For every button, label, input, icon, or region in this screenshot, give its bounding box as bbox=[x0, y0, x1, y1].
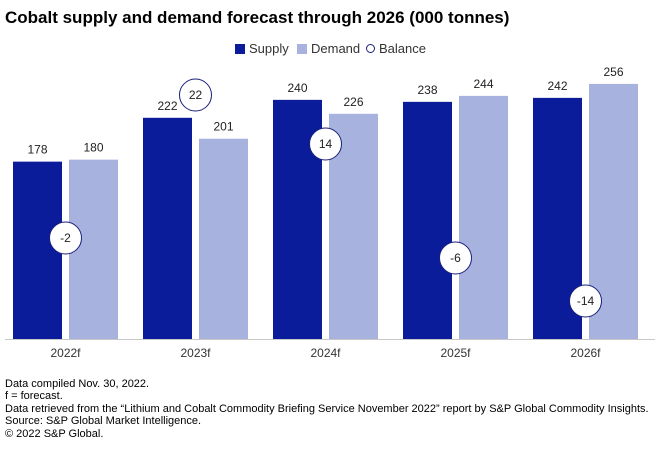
legend-label-demand: Demand bbox=[311, 41, 361, 56]
x-tick-2022f: 2022f bbox=[50, 346, 81, 360]
chart-plot: 178 180 -2 2022f 222 201 22 2023f 240 226 14 2024f 2… bbox=[5, 65, 655, 360]
note-compiled: Data compiled Nov. 30, 2022. bbox=[5, 378, 150, 390]
label-balance-2025f: -6 bbox=[450, 251, 461, 265]
label-supply-2025f: 238 bbox=[417, 83, 437, 97]
bar-supply-2023f bbox=[143, 117, 192, 339]
label-supply-2023f: 222 bbox=[157, 99, 177, 113]
legend-swatch-demand bbox=[297, 43, 307, 54]
legend-item-balance: Balance bbox=[366, 41, 426, 56]
label-supply-2026f: 242 bbox=[547, 79, 567, 93]
note-copyright: © 2022 S&P Global. bbox=[5, 427, 104, 440]
bar-demand-2023f bbox=[199, 138, 248, 339]
x-tick-2026f: 2026f bbox=[570, 346, 601, 360]
balance-marker-2026f bbox=[569, 284, 602, 318]
legend-item-demand: Demand bbox=[297, 41, 360, 56]
note-forecast: f = forecast. bbox=[5, 390, 63, 403]
bar-supply-2025f bbox=[403, 101, 452, 339]
legend-item-supply: Supply bbox=[235, 41, 289, 56]
legend-label-balance: Balance bbox=[379, 41, 426, 56]
bar-demand-2025f bbox=[459, 95, 508, 339]
note-source: Source: S&P Global Market Intelligence. bbox=[5, 415, 202, 428]
x-tick-2023f: 2023f bbox=[180, 346, 211, 360]
legend-swatch-supply bbox=[235, 43, 245, 54]
balance-marker-2024f bbox=[309, 127, 342, 161]
label-demand-2022f: 180 bbox=[83, 141, 103, 155]
balance-marker-2022f bbox=[49, 221, 82, 255]
label-balance-2023f: 22 bbox=[189, 88, 203, 102]
label-balance-2026f: -14 bbox=[577, 294, 595, 308]
note-source-report: Data retrieved from the “Lithium and Cob… bbox=[5, 402, 649, 415]
label-demand-2024f: 226 bbox=[343, 95, 363, 109]
label-demand-2026f: 256 bbox=[603, 65, 623, 79]
balance-marker-2023f bbox=[179, 78, 212, 112]
x-tick-2024f: 2024f bbox=[310, 346, 341, 360]
legend: Supply Demand Balance bbox=[0, 41, 660, 59]
bar-supply-2022f bbox=[13, 161, 62, 339]
legend-swatch-balance bbox=[366, 44, 375, 53]
balance-marker-2025f bbox=[439, 241, 472, 275]
label-supply-2022f: 178 bbox=[27, 143, 47, 157]
chart-title: Cobalt supply and demand forecast throug… bbox=[5, 8, 510, 27]
x-tick-2025f: 2025f bbox=[440, 346, 471, 360]
footnotes: Data compiled Nov. 30, 2022. f = forecas… bbox=[5, 378, 655, 440]
label-demand-2025f: 244 bbox=[473, 77, 493, 91]
label-supply-2024f: 240 bbox=[287, 81, 307, 95]
legend-label-supply: Supply bbox=[249, 41, 289, 56]
label-balance-2022f: -2 bbox=[60, 231, 71, 245]
label-balance-2024f: 14 bbox=[319, 137, 333, 151]
label-demand-2023f: 201 bbox=[213, 120, 233, 134]
